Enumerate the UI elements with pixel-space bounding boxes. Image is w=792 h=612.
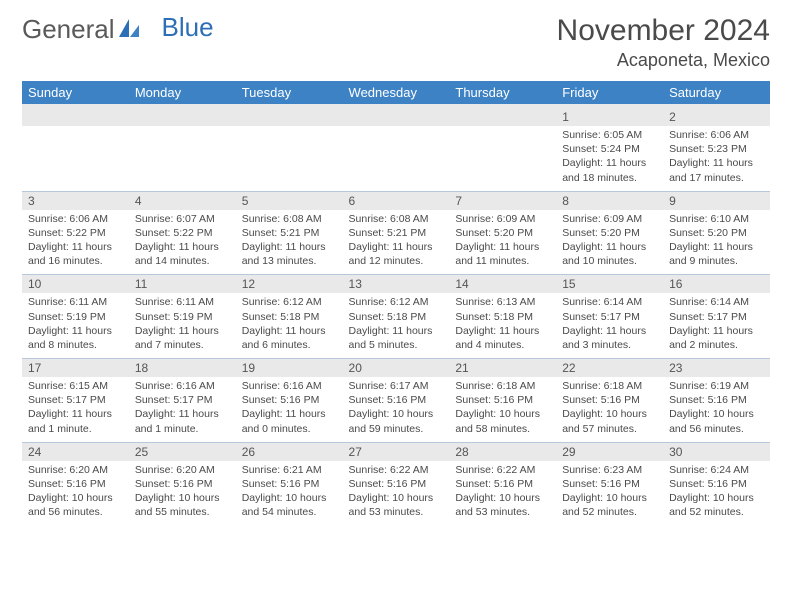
day-body [449,126,556,184]
day-header-row: SundayMondayTuesdayWednesdayThursdayFrid… [22,81,770,104]
logo-word1: General [22,14,115,45]
day-body: Sunrise: 6:09 AMSunset: 5:20 PMDaylight:… [556,210,663,275]
day-body: Sunrise: 6:08 AMSunset: 5:21 PMDaylight:… [236,210,343,275]
daynum-row: 10111213141516 [22,274,770,293]
day-number: 1 [556,108,663,126]
daybody-row: Sunrise: 6:11 AMSunset: 5:19 PMDaylight:… [22,293,770,358]
day-header: Thursday [449,81,556,104]
day-header: Monday [129,81,236,104]
day-body: Sunrise: 6:10 AMSunset: 5:20 PMDaylight:… [663,210,770,275]
day-body: Sunrise: 6:11 AMSunset: 5:19 PMDaylight:… [129,293,236,358]
day-number: 10 [22,274,129,293]
calendar-table: SundayMondayTuesdayWednesdayThursdayFrid… [22,81,770,525]
day-body: Sunrise: 6:17 AMSunset: 5:16 PMDaylight:… [343,377,450,442]
day-body: Sunrise: 6:05 AMSunset: 5:24 PMDaylight:… [556,126,663,191]
daynum-row: 3456789 [22,191,770,210]
day-number: 8 [556,191,663,210]
day-body [22,126,129,184]
day-body [343,126,450,184]
day-number: 20 [343,358,450,377]
day-body: Sunrise: 6:24 AMSunset: 5:16 PMDaylight:… [663,461,770,526]
day-body: Sunrise: 6:11 AMSunset: 5:19 PMDaylight:… [22,293,129,358]
day-header: Wednesday [343,81,450,104]
day-number: 17 [22,358,129,377]
day-body: Sunrise: 6:13 AMSunset: 5:18 PMDaylight:… [449,293,556,358]
day-number: 9 [663,191,770,210]
day-number: 30 [663,442,770,461]
day-body: Sunrise: 6:08 AMSunset: 5:21 PMDaylight:… [343,210,450,275]
logo-word2: Blue [162,12,214,43]
day-number: 2 [663,108,770,126]
day-number: 4 [129,191,236,210]
title-block: November 2024 Acaponeta, Mexico [557,14,770,71]
day-number: 28 [449,442,556,461]
daynum-row: 24252627282930 [22,442,770,461]
day-number [343,108,450,126]
day-number: 3 [22,191,129,210]
day-body: Sunrise: 6:16 AMSunset: 5:16 PMDaylight:… [236,377,343,442]
day-number: 12 [236,274,343,293]
day-body: Sunrise: 6:22 AMSunset: 5:16 PMDaylight:… [449,461,556,526]
day-body: Sunrise: 6:06 AMSunset: 5:23 PMDaylight:… [663,126,770,191]
month-title: November 2024 [557,14,770,48]
day-body [129,126,236,184]
day-body: Sunrise: 6:06 AMSunset: 5:22 PMDaylight:… [22,210,129,275]
day-body: Sunrise: 6:23 AMSunset: 5:16 PMDaylight:… [556,461,663,526]
day-number: 21 [449,358,556,377]
daybody-row: Sunrise: 6:05 AMSunset: 5:24 PMDaylight:… [22,126,770,191]
day-header: Friday [556,81,663,104]
day-body: Sunrise: 6:22 AMSunset: 5:16 PMDaylight:… [343,461,450,526]
day-number: 26 [236,442,343,461]
day-body: Sunrise: 6:16 AMSunset: 5:17 PMDaylight:… [129,377,236,442]
day-number: 16 [663,274,770,293]
day-number [22,108,129,126]
location: Acaponeta, Mexico [557,50,770,71]
day-body: Sunrise: 6:07 AMSunset: 5:22 PMDaylight:… [129,210,236,275]
day-number: 19 [236,358,343,377]
day-body: Sunrise: 6:18 AMSunset: 5:16 PMDaylight:… [449,377,556,442]
day-body: Sunrise: 6:21 AMSunset: 5:16 PMDaylight:… [236,461,343,526]
daynum-row: 12 [22,108,770,126]
day-body: Sunrise: 6:20 AMSunset: 5:16 PMDaylight:… [22,461,129,526]
day-number: 13 [343,274,450,293]
day-body: Sunrise: 6:20 AMSunset: 5:16 PMDaylight:… [129,461,236,526]
daybody-row: Sunrise: 6:20 AMSunset: 5:16 PMDaylight:… [22,461,770,526]
day-number: 14 [449,274,556,293]
day-number: 18 [129,358,236,377]
day-body [236,126,343,184]
day-number [236,108,343,126]
day-number: 11 [129,274,236,293]
day-body: Sunrise: 6:14 AMSunset: 5:17 PMDaylight:… [556,293,663,358]
day-number [129,108,236,126]
daynum-row: 17181920212223 [22,358,770,377]
day-number: 27 [343,442,450,461]
day-number: 24 [22,442,129,461]
day-number: 15 [556,274,663,293]
daybody-row: Sunrise: 6:06 AMSunset: 5:22 PMDaylight:… [22,210,770,275]
logo-sail-icon [118,14,140,45]
day-number: 6 [343,191,450,210]
day-header: Tuesday [236,81,343,104]
day-header: Saturday [663,81,770,104]
day-body: Sunrise: 6:09 AMSunset: 5:20 PMDaylight:… [449,210,556,275]
page-header: General Blue November 2024 Acaponeta, Me… [22,14,770,71]
day-number: 5 [236,191,343,210]
day-body: Sunrise: 6:15 AMSunset: 5:17 PMDaylight:… [22,377,129,442]
day-number: 7 [449,191,556,210]
day-body: Sunrise: 6:14 AMSunset: 5:17 PMDaylight:… [663,293,770,358]
logo: General Blue [22,14,214,45]
day-number: 23 [663,358,770,377]
calendar-page: General Blue November 2024 Acaponeta, Me… [0,0,792,612]
day-header: Sunday [22,81,129,104]
day-number: 29 [556,442,663,461]
day-number: 25 [129,442,236,461]
day-body: Sunrise: 6:19 AMSunset: 5:16 PMDaylight:… [663,377,770,442]
daybody-row: Sunrise: 6:15 AMSunset: 5:17 PMDaylight:… [22,377,770,442]
day-body: Sunrise: 6:12 AMSunset: 5:18 PMDaylight:… [236,293,343,358]
day-body: Sunrise: 6:12 AMSunset: 5:18 PMDaylight:… [343,293,450,358]
day-number [449,108,556,126]
day-body: Sunrise: 6:18 AMSunset: 5:16 PMDaylight:… [556,377,663,442]
day-number: 22 [556,358,663,377]
